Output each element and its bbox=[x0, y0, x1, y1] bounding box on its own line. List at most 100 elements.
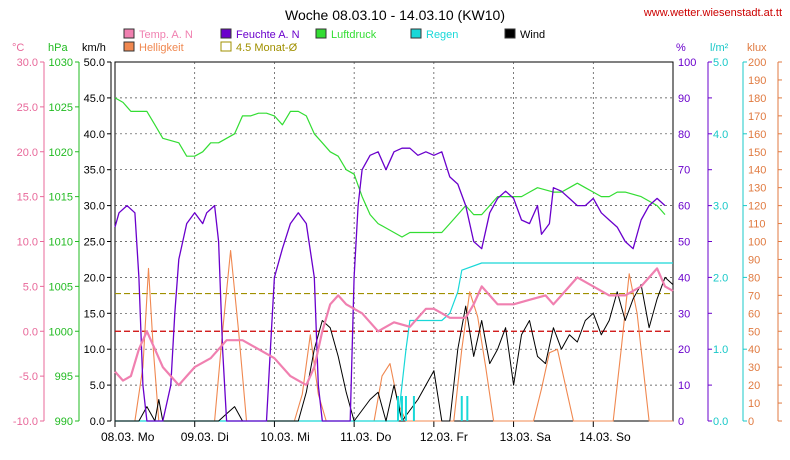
legend-label: Wind bbox=[520, 29, 545, 41]
chart-title: Woche 08.03.10 - 14.03.10 (KW10) bbox=[285, 7, 505, 23]
x-tick-label: 13.03. Sa bbox=[500, 430, 552, 444]
y-tick-label-left: -10.0 bbox=[13, 416, 38, 428]
y-tick-label-left: 995 bbox=[55, 371, 73, 383]
y-tick-label-right: 110 bbox=[748, 219, 766, 231]
y-tick-label-right: 160 bbox=[748, 129, 766, 141]
legend-swatch bbox=[220, 28, 232, 39]
y-tick-label-left: 1000 bbox=[49, 326, 73, 338]
legend-swatch bbox=[315, 28, 327, 39]
y-tick-label-left: 1010 bbox=[49, 237, 73, 249]
plot-area bbox=[114, 97, 674, 422]
y-tick-label-left: 1025 bbox=[49, 102, 73, 114]
y-tick-label-left: 20.0 bbox=[17, 147, 38, 159]
y-tick-label-right: 40 bbox=[678, 272, 690, 284]
y-tick-label-right: 60 bbox=[748, 308, 760, 320]
legend-label: 4.5 Monat-Ø bbox=[236, 42, 298, 54]
y-tick-label-left: 1030 bbox=[49, 57, 73, 69]
grid bbox=[114, 61, 674, 422]
legend-label: Temp. A. N bbox=[139, 29, 193, 41]
y-tick-label-left: 0.0 bbox=[90, 416, 105, 428]
legend-label: Regen bbox=[426, 29, 458, 41]
legend-label: Luftdruck bbox=[331, 29, 377, 41]
axis-unit-left: km/h bbox=[82, 42, 106, 54]
y-tick-label-right: 80 bbox=[748, 272, 760, 284]
series-line bbox=[114, 97, 666, 238]
y-tick-label-right: 100 bbox=[748, 237, 766, 249]
y-tick-label-left: 40.0 bbox=[84, 129, 105, 141]
x-tick-label: 10.03. Mi bbox=[260, 430, 309, 444]
y-tick-label-right: 0 bbox=[678, 416, 684, 428]
y-tick-label-right: 1.0 bbox=[713, 344, 728, 356]
y-tick-label-left: 5.0 bbox=[23, 281, 38, 293]
y-tick-label-right: 50 bbox=[748, 326, 760, 338]
y-tick-label-right: 90 bbox=[748, 254, 760, 266]
x-tick-label: 12.03. Fr bbox=[420, 430, 468, 444]
y-tick-label-right: 180 bbox=[748, 93, 766, 105]
x-tick-label: 09.03. Di bbox=[181, 430, 229, 444]
y-tick-label-right: 60 bbox=[678, 201, 690, 213]
y-tick-label-left: 10.0 bbox=[84, 344, 105, 356]
y-tick-label-right: 200 bbox=[748, 57, 766, 69]
axis-unit-left: °C bbox=[12, 42, 24, 54]
y-tick-label-right: 30 bbox=[678, 308, 690, 320]
y-tick-label-right: 5.0 bbox=[713, 57, 728, 69]
y-tick-label-left: 5.0 bbox=[90, 380, 105, 392]
y-tick-label-right: 190 bbox=[748, 75, 766, 87]
series-line bbox=[115, 249, 673, 422]
series-line bbox=[115, 276, 674, 422]
y-tick-label-left: 45.0 bbox=[84, 93, 105, 105]
y-tick-label-right: 0.0 bbox=[713, 416, 728, 428]
legend-swatch bbox=[410, 28, 422, 39]
series-line bbox=[114, 147, 666, 422]
y-tick-label-left: 1005 bbox=[49, 281, 73, 293]
legend-swatch bbox=[123, 28, 135, 39]
y-tick-label-left: 30.0 bbox=[17, 57, 38, 69]
axis-unit-right: % bbox=[676, 42, 686, 54]
legend: Temp. A. N Feuchte A. N Luftdruck Regen Wind… bbox=[123, 28, 545, 54]
y-tick-label-right: 10 bbox=[678, 380, 690, 392]
series-line bbox=[115, 262, 673, 422]
y-tick-label-right: 30 bbox=[748, 362, 760, 374]
y-tick-label-left: 990 bbox=[55, 416, 73, 428]
y-tick-label-left: 15.0 bbox=[84, 308, 105, 320]
legend-swatch bbox=[123, 41, 135, 52]
y-tick-label-right: 170 bbox=[748, 111, 766, 123]
y-tick-label-right: 20 bbox=[748, 380, 760, 392]
y-tick-label-right: 70 bbox=[748, 290, 760, 302]
legend-label: Helligkeit bbox=[139, 42, 184, 54]
y-tick-label-left: 1020 bbox=[49, 147, 73, 159]
x-tick-label: 14.03. So bbox=[579, 430, 631, 444]
y-tick-label-right: 40 bbox=[748, 344, 760, 356]
legend-swatch bbox=[504, 28, 516, 39]
source-label: www.wetter.wiesenstadt.at.tt bbox=[643, 7, 782, 19]
axis-unit-right: klux bbox=[747, 42, 767, 54]
y-tick-label-left: 35.0 bbox=[84, 165, 105, 177]
y-tick-label-left: 50.0 bbox=[84, 57, 105, 69]
axis-unit-left: hPa bbox=[48, 42, 68, 54]
legend-swatch bbox=[220, 41, 232, 52]
y-tick-label-left: -5.0 bbox=[19, 371, 38, 383]
y-tick-label-left: 0.0 bbox=[23, 326, 38, 338]
y-tick-label-right: 10 bbox=[748, 398, 760, 410]
y-tick-label-right: 20 bbox=[678, 344, 690, 356]
x-tick-label: 08.03. Mo bbox=[101, 430, 155, 444]
y-tick-label-right: 130 bbox=[748, 183, 766, 195]
x-tick-label: 11.03. Do bbox=[340, 430, 391, 444]
y-tick-label-right: 80 bbox=[678, 129, 690, 141]
y-tick-label-left: 25.0 bbox=[84, 237, 105, 249]
y-tick-label-right: 90 bbox=[678, 93, 690, 105]
y-tick-label-right: 70 bbox=[678, 165, 690, 177]
y-tick-label-right: 150 bbox=[748, 147, 766, 159]
y-tick-label-right: 140 bbox=[748, 165, 766, 177]
y-tick-label-left: 10.0 bbox=[17, 237, 38, 249]
y-tick-label-left: 20.0 bbox=[84, 272, 105, 284]
y-tick-label-left: 30.0 bbox=[84, 201, 105, 213]
y-tick-label-left: 25.0 bbox=[17, 102, 38, 114]
axis-unit-right: l/m² bbox=[710, 42, 729, 54]
y-tick-label-left: 1015 bbox=[49, 192, 73, 204]
legend-label: Feuchte A. N bbox=[236, 29, 300, 41]
y-tick-label-right: 120 bbox=[748, 201, 766, 213]
y-tick-label-right: 0 bbox=[748, 416, 754, 428]
y-tick-label-right: 100 bbox=[678, 57, 696, 69]
